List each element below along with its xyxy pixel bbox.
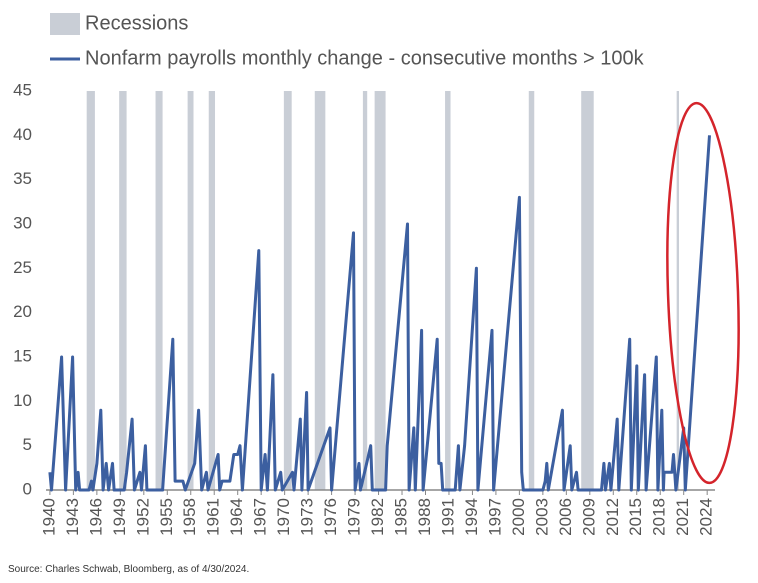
recession-band — [581, 91, 594, 490]
x-tick-label: 2000 — [509, 498, 528, 536]
x-tick-label: 2012 — [603, 498, 622, 536]
recession-band — [187, 91, 194, 490]
series-line — [48, 135, 711, 492]
x-tick-label: 1976 — [321, 498, 340, 536]
legend-label: Recessions — [85, 12, 188, 34]
x-tick-label: 1955 — [157, 498, 176, 536]
recession-band — [362, 91, 368, 490]
recession-band — [283, 91, 292, 490]
x-tick-label: 2021 — [673, 498, 692, 536]
y-tick-label: 25 — [13, 258, 32, 277]
x-tick-label: 1946 — [86, 498, 105, 536]
x-tick-label: 1949 — [110, 498, 129, 536]
x-tick-label: 2006 — [556, 498, 575, 536]
x-tick-label: 1988 — [415, 498, 434, 536]
y-tick-label: 15 — [13, 346, 32, 365]
x-tick-label: 1970 — [274, 498, 293, 536]
recession-band — [314, 91, 326, 490]
x-tick-label: 1985 — [392, 498, 411, 536]
x-tick-label: 2018 — [650, 498, 669, 536]
x-tick-label: 1958 — [180, 498, 199, 536]
x-tick-label: 1943 — [63, 498, 82, 536]
y-tick-label: 40 — [13, 125, 32, 144]
recession-band — [445, 91, 451, 490]
recession-band — [374, 91, 386, 490]
recession-swatch — [50, 13, 80, 35]
x-tick-label: 1982 — [368, 498, 387, 536]
x-tick-label: 1979 — [345, 498, 364, 536]
y-tick-label: 30 — [13, 213, 32, 232]
x-tick-label: 1997 — [485, 498, 504, 536]
y-tick-label: 5 — [23, 435, 32, 454]
legend-label: Nonfarm payrolls monthly change - consec… — [85, 47, 645, 69]
source: Source: Charles Schwab, Bloomberg, as of… — [8, 564, 249, 575]
recession-band — [155, 91, 163, 490]
x-tick-label: 2009 — [579, 498, 598, 536]
x-tick-label: 1991 — [438, 498, 457, 536]
recession-band — [528, 91, 535, 490]
recession-band — [119, 91, 127, 490]
x-tick-label: 2015 — [626, 498, 645, 536]
recession-band — [86, 91, 95, 490]
y-tick-label: 45 — [13, 80, 32, 99]
recession-band — [676, 91, 680, 490]
x-tick-label: 1952 — [133, 498, 152, 536]
y-tick-label: 35 — [13, 169, 32, 188]
x-tick-label: 1973 — [298, 498, 317, 536]
recession-band — [208, 91, 216, 490]
x-tick-label: 2024 — [697, 498, 716, 536]
x-tick-label: 1994 — [462, 498, 481, 536]
x-tick-label: 1967 — [251, 498, 270, 536]
plot: 0 5 10 15 20 25 30 35 40 45 1940 1943 1946 1949 1952 19… — [13, 80, 716, 535]
y-tick-label: 10 — [13, 391, 32, 410]
x-tick-label: 2003 — [532, 498, 551, 536]
x-tick-label: 1964 — [227, 498, 246, 536]
x-tick-label: 1961 — [204, 498, 223, 536]
y-tick-label: 0 — [23, 479, 32, 498]
x-tick-label: 1940 — [39, 498, 58, 536]
highlight-ellipse — [666, 101, 740, 485]
y-tick-label: 20 — [13, 302, 32, 321]
